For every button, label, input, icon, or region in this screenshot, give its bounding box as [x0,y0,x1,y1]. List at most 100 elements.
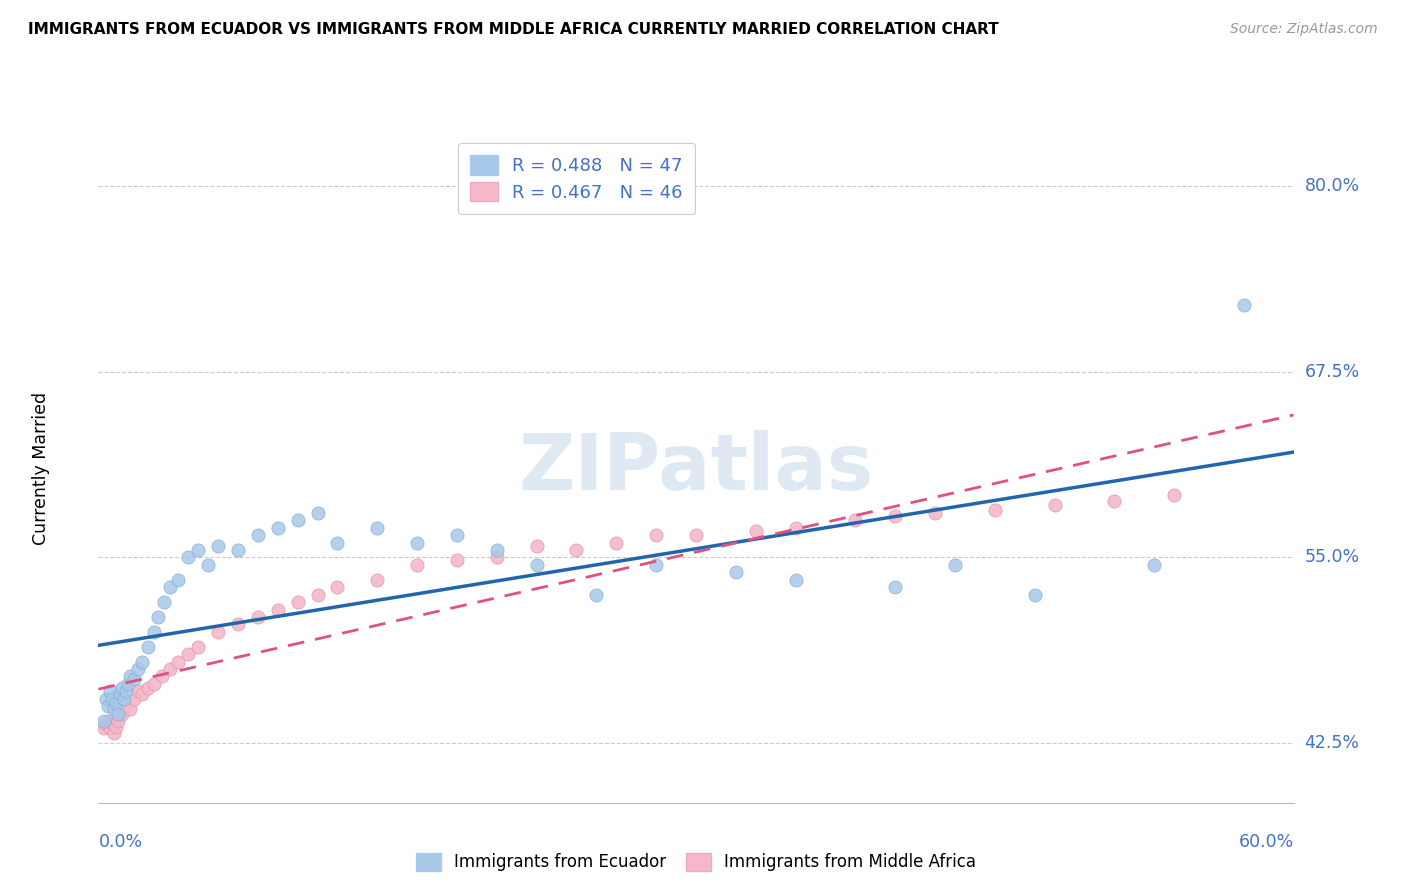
Point [131,687,153,701]
Point [97,699,120,714]
Point [526,558,548,572]
Point [724,566,747,580]
Point [366,573,388,587]
Point [446,528,468,542]
Point [785,573,807,587]
Point [785,521,807,535]
Point [1233,298,1256,312]
Point [110,687,132,701]
Point [565,543,588,558]
Point [105,696,128,710]
Point [131,655,153,669]
Point [605,535,627,549]
Point [446,553,468,567]
Point [983,503,1005,517]
Point [120,669,142,683]
Point [167,655,190,669]
Point [645,558,668,572]
Point [115,699,138,714]
Point [924,506,946,520]
Legend: Immigrants from Ecuador, Immigrants from Middle Africa: Immigrants from Ecuador, Immigrants from… [405,843,987,881]
Point [98,684,122,698]
Text: Source: ZipAtlas.com: Source: ZipAtlas.com [1230,22,1378,37]
Point [136,640,159,654]
Point [111,706,134,721]
Point [226,543,249,558]
Point [884,580,907,594]
Point [526,539,548,553]
Point [1043,499,1066,513]
Point [884,508,907,523]
Point [107,706,129,721]
Point [406,535,429,549]
Point [127,684,149,698]
Point [103,702,125,716]
Point [326,580,349,594]
Text: 67.5%: 67.5% [1305,363,1360,381]
Point [107,714,129,728]
Point [1143,558,1166,572]
Point [844,513,866,527]
Point [98,722,122,736]
Text: 80.0%: 80.0% [1305,177,1360,194]
Text: IMMIGRANTS FROM ECUADOR VS IMMIGRANTS FROM MIDDLE AFRICA CURRENTLY MARRIED CORRE: IMMIGRANTS FROM ECUADOR VS IMMIGRANTS FR… [28,22,998,37]
Point [246,610,269,624]
Point [101,717,124,731]
Point [120,702,142,716]
Point [103,726,125,740]
Text: 55.0%: 55.0% [1305,549,1360,566]
Point [307,588,329,602]
Point [153,595,176,609]
Point [97,714,120,728]
Point [745,524,768,538]
Point [267,602,290,616]
Point [93,722,115,736]
Point [148,610,170,624]
Point [124,691,146,706]
Point [366,521,388,535]
Point [326,535,349,549]
Point [159,580,181,594]
Point [101,691,124,706]
Point [207,624,229,639]
Point [187,640,209,654]
Point [287,513,309,527]
Point [685,528,707,542]
Point [159,662,181,676]
Point [143,624,166,639]
Point [267,521,290,535]
Point [485,550,508,565]
Point [943,558,966,572]
Point [111,681,134,696]
Point [585,588,607,602]
Point [150,669,173,683]
Point [177,550,200,565]
Point [105,720,128,734]
Point [112,691,135,706]
Point [136,681,159,696]
Text: 0.0%: 0.0% [98,833,142,851]
Point [645,528,668,542]
Point [1163,488,1185,502]
Text: ZIPatlas: ZIPatlas [519,430,873,507]
Point [127,662,149,676]
Point [124,673,146,687]
Point [96,717,118,731]
Text: Currently Married: Currently Married [32,392,51,545]
Point [167,573,190,587]
Point [1024,588,1046,602]
Point [307,506,329,520]
Point [485,543,508,558]
Point [143,677,166,691]
Point [187,543,209,558]
Point [406,558,429,572]
Point [197,558,219,572]
Point [226,617,249,632]
Point [207,539,229,553]
Point [115,684,138,698]
Point [287,595,309,609]
Point [93,714,115,728]
Text: 42.5%: 42.5% [1305,734,1360,752]
Point [177,647,200,661]
Point [246,528,269,542]
